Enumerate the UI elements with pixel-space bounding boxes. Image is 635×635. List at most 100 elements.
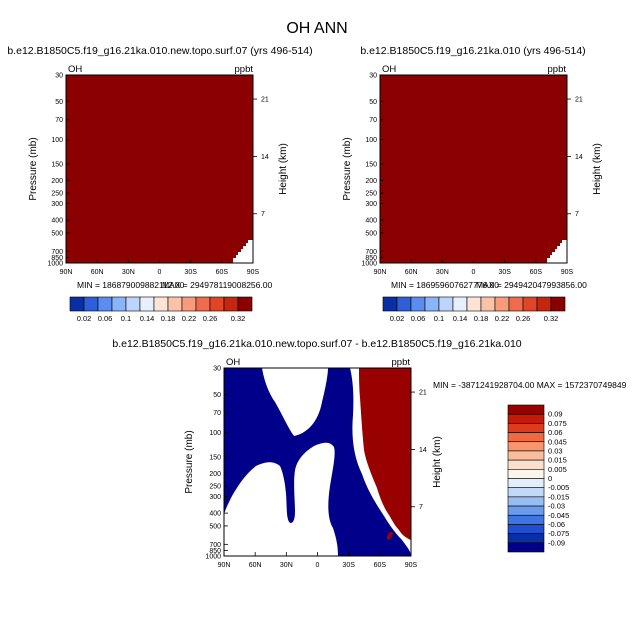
- colorbar-swatch: [507, 413, 545, 424]
- y-tick-label: 30: [213, 366, 221, 373]
- y-tick-label: 300: [51, 201, 63, 208]
- y-tick-label: 70: [55, 117, 63, 124]
- colorbar-label: 0.14: [453, 314, 468, 323]
- colorbar-label: 0.075: [548, 419, 567, 428]
- colorbar-swatch: [452, 296, 468, 312]
- colorbar-label: 0.02: [77, 314, 92, 323]
- colorbar-label: 0: [548, 474, 552, 483]
- x-tick-label: 30N: [436, 269, 449, 276]
- y-tick-label: 500: [365, 230, 377, 237]
- colorbar-swatch: [396, 296, 412, 312]
- y-tick-label: 250: [51, 191, 63, 198]
- y-tick-label: 50: [369, 99, 377, 106]
- panel-3-minmax-label: MIN = -3871241928704.00 MAX = 1572370749…: [433, 380, 627, 390]
- panel-2-max-label: MAX = 294942047993856.00: [476, 280, 587, 290]
- colorbar-label: -0.045: [548, 511, 569, 520]
- colorbar-swatch: [507, 505, 545, 516]
- y-tick-label: 700: [209, 542, 221, 549]
- colorbar-swatch: [382, 296, 398, 312]
- colorbar-label: 0.1: [121, 314, 131, 323]
- colorbar-label: 0.03: [548, 446, 563, 455]
- height-tick-label: 14: [575, 154, 583, 161]
- colorbar-swatch: [167, 296, 183, 312]
- y-tick-label: 30: [369, 73, 377, 80]
- colorbar-swatch: [410, 296, 426, 312]
- colorbar-swatch: [507, 478, 545, 488]
- panel-2-title: b.e12.B1850C5.f19_g16.21ka.010 (yrs 496-…: [360, 45, 585, 57]
- y-tick-label: 1000: [205, 554, 221, 561]
- colorbar-label: 0.06: [98, 314, 113, 323]
- y-tick-label: 700: [51, 249, 63, 256]
- y-tick-label: 400: [365, 218, 377, 225]
- panel-3-ylabel-right: Height (km): [432, 436, 443, 488]
- panel-1: b.e12.B1850C5.f19_g16.21ka.010.new.topo.…: [7, 45, 312, 323]
- panel-3-ylabel: Pressure (mb): [184, 430, 195, 493]
- y-tick-label: 30: [55, 73, 63, 80]
- colorbar-swatch: [223, 296, 239, 312]
- panel-2-colorbar: 0.02 0.06 0.1 0.14 0.18 0.22 0.26 0.32: [382, 296, 566, 323]
- panel-1-units: ppbt: [235, 64, 254, 75]
- x-tick-label: 0: [158, 269, 162, 276]
- panel-3-variable: OH: [226, 357, 240, 368]
- y-tick-label: 850: [365, 255, 377, 262]
- panel-2-field-fill: [380, 75, 567, 263]
- colorbar-label: -0.015: [548, 492, 569, 501]
- colorbar-swatch: [507, 514, 545, 525]
- colorbar-swatch: [480, 296, 496, 312]
- colorbar-label: 0.14: [140, 314, 155, 323]
- y-tick-label: 300: [365, 201, 377, 208]
- colorbar-swatch: [507, 423, 545, 433]
- y-tick-label: 400: [209, 511, 221, 518]
- colorbar-swatch: [153, 296, 169, 312]
- colorbar-swatch: [83, 296, 99, 312]
- colorbar-label: 0.02: [390, 314, 405, 323]
- colorbar-label: -0.06: [548, 520, 565, 529]
- colorbar-swatch: [507, 524, 545, 534]
- x-tick-label: 60S: [374, 562, 387, 569]
- colorbar-swatch: [181, 296, 197, 312]
- colorbar-label: 0.06: [548, 428, 563, 437]
- panel-2-low-region: [547, 240, 567, 263]
- y-tick-label: 70: [213, 410, 221, 417]
- y-tick-label: 100: [365, 137, 377, 144]
- panel-2-min-label: MIN = 186959607627776.00: [391, 280, 499, 290]
- colorbar-swatch: [507, 404, 545, 415]
- height-tick-label: 7: [419, 504, 423, 511]
- figure-title: OH ANN: [286, 20, 347, 37]
- x-tick-label: 30N: [122, 269, 135, 276]
- x-tick-label: 60N: [91, 269, 104, 276]
- panel-1-min-label: MIN = 186879009882112.00: [77, 280, 185, 290]
- colorbar-swatch: [139, 296, 155, 312]
- colorbar-swatch: [536, 296, 552, 312]
- x-tick-label: 30N: [280, 562, 293, 569]
- colorbar-label: 0.26: [516, 314, 531, 323]
- panel-3-positive-region: [359, 368, 411, 540]
- panel-3: b.e12.B1850C5.f19_g16.21ka.010.new.topo.…: [112, 338, 626, 569]
- colorbar-label: 0.22: [182, 314, 197, 323]
- y-tick-label: 250: [365, 191, 377, 198]
- colorbar-swatch: [507, 542, 545, 553]
- y-tick-label: 500: [51, 230, 63, 237]
- panel-1-field-fill: [66, 75, 253, 263]
- colorbar-swatch: [111, 296, 127, 312]
- height-tick-label: 21: [419, 390, 427, 397]
- colorbar-swatch: [494, 296, 510, 312]
- y-tick-label: 200: [365, 178, 377, 185]
- panel-1-ylabel-right: Height (km): [278, 143, 289, 195]
- colorbar-label: -0.005: [548, 483, 569, 492]
- y-tick-label: 400: [51, 218, 63, 225]
- x-tick-label: 90S: [561, 269, 574, 276]
- colorbar-label: 0.18: [161, 314, 176, 323]
- y-tick-label: 100: [51, 137, 63, 144]
- y-tick-label: 1000: [361, 261, 377, 268]
- y-tick-label: 70: [369, 117, 377, 124]
- colorbar-swatch: [507, 487, 545, 498]
- x-tick-label: 30S: [342, 562, 355, 569]
- colorbar-swatch: [195, 296, 211, 312]
- colorbar-swatch: [550, 296, 566, 312]
- colorbar-swatch: [97, 296, 113, 312]
- colorbar-label: -0.075: [548, 529, 569, 538]
- x-tick-label: 60S: [530, 269, 543, 276]
- panel-3-positive-patch: [387, 532, 393, 540]
